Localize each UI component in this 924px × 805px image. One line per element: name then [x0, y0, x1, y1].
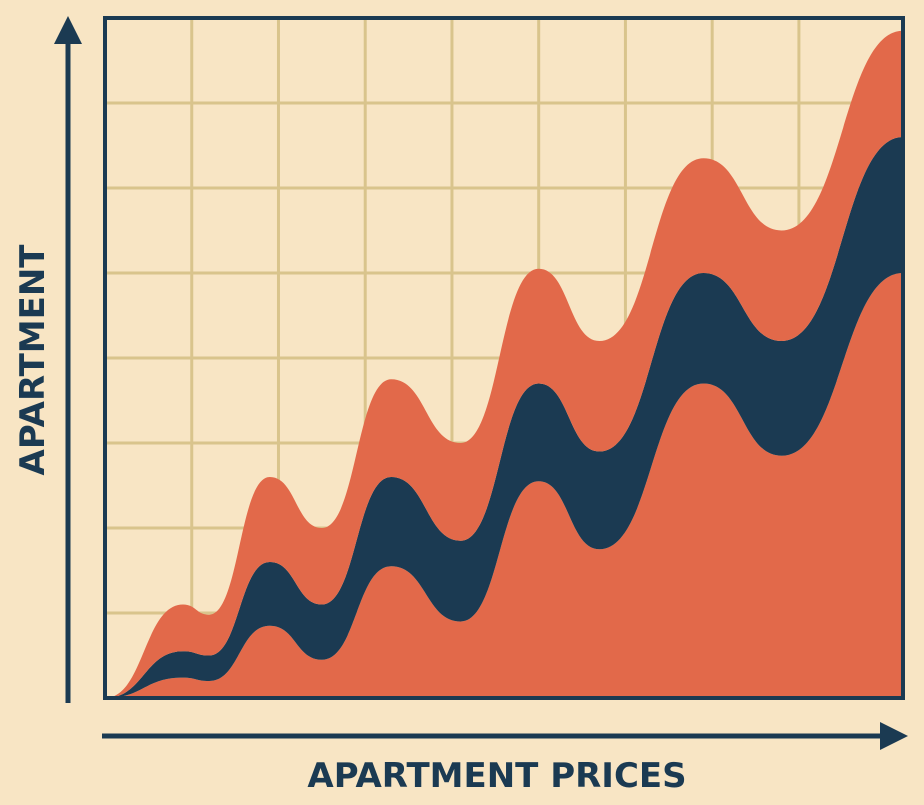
areas: [105, 30, 903, 698]
x-axis-arrow-head: [880, 722, 908, 750]
area-layer: [105, 30, 903, 698]
area-layer: [105, 273, 903, 698]
y-axis-arrow-head: [54, 16, 82, 44]
area-layer: [105, 137, 903, 698]
y-axis-label: APARTMENT: [13, 244, 53, 476]
plot-frame: [103, 16, 905, 700]
x-axis-label: APARTMENT PRICES: [307, 756, 686, 796]
